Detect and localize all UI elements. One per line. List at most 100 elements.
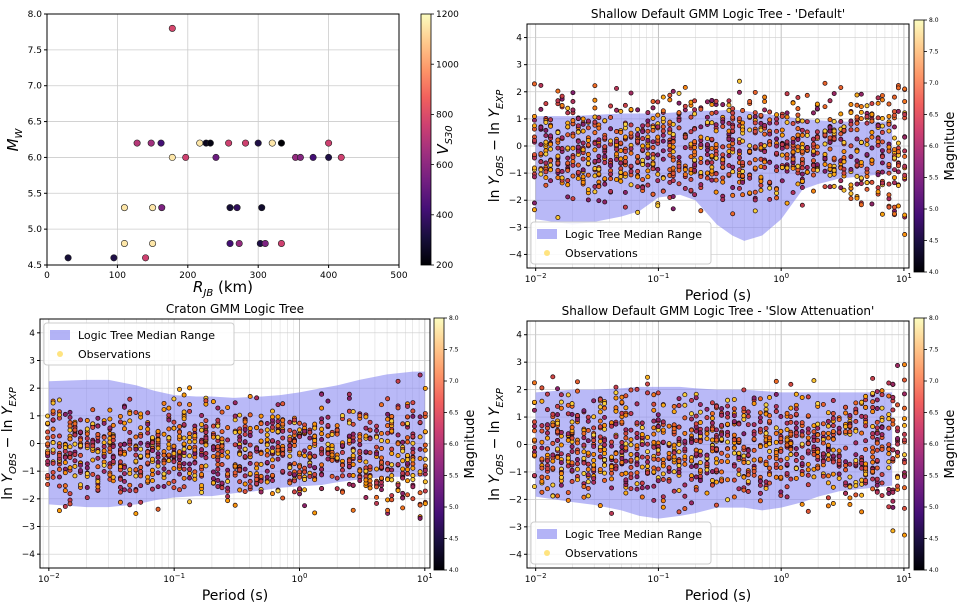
p3-observation-point <box>319 419 325 425</box>
p3-observation-point <box>247 460 253 466</box>
p4-observation-point <box>569 401 575 407</box>
p4-observation-point <box>676 488 682 493</box>
p2-observation-point <box>864 180 870 186</box>
p2-observation-points <box>531 78 908 237</box>
p2-observation-point <box>670 157 676 163</box>
p2-observation-point <box>555 175 561 181</box>
p3-observation-point <box>155 463 161 469</box>
p4-observation-point <box>709 420 715 426</box>
p4-observation-point <box>581 442 587 448</box>
p3-observation-point <box>203 463 209 469</box>
p2-observation-point <box>858 116 864 122</box>
p4-observation-point <box>628 437 634 443</box>
p4-observation-point <box>709 415 715 421</box>
p3-observation-point <box>78 452 83 458</box>
p2-observation-point <box>635 126 641 132</box>
p2-observation-point <box>592 166 598 171</box>
p4-observation-point <box>539 385 545 391</box>
p4-observation-point <box>731 437 737 443</box>
p4-observation-point <box>619 440 625 445</box>
p4-observation-point <box>725 459 731 465</box>
p3-observation-point <box>187 475 192 481</box>
p3-observation-point <box>127 411 133 416</box>
p3-observation-point <box>258 451 264 456</box>
p3-observation-point <box>67 414 73 420</box>
p4-observation-point <box>902 460 907 466</box>
p3-observation-point <box>270 457 275 463</box>
p3-observation-point <box>50 400 56 406</box>
p2-observation-point <box>698 182 704 188</box>
p2-observation-point <box>618 178 624 184</box>
p4-observation-point <box>623 427 629 433</box>
p3-observation-point <box>410 496 416 502</box>
p3-observation-point <box>374 500 379 506</box>
p3-observation-point <box>67 444 73 450</box>
p3-observation-point <box>62 454 68 460</box>
p4-observation-point <box>539 474 545 480</box>
p3-observation-point <box>297 474 303 480</box>
p3-observation-point <box>340 489 345 495</box>
p3-observation-point <box>107 464 113 470</box>
p4-observation-point <box>725 397 731 403</box>
p2-observation-point <box>799 132 805 138</box>
p3-observation-point <box>145 421 151 427</box>
p2-observation-point <box>854 127 860 133</box>
p2-observation-point <box>892 180 897 186</box>
p2-observation-point <box>841 159 847 165</box>
p3-observation-point <box>225 449 231 455</box>
p4-observation-point <box>555 454 560 460</box>
p4-observation-point <box>731 463 737 469</box>
p3-ytick-label: −2 <box>22 495 35 505</box>
p3-observation-point <box>302 487 308 493</box>
p4-observation-point <box>623 490 629 496</box>
p2-observation-point <box>543 101 549 107</box>
p3-observation-point <box>145 449 151 455</box>
p2-observation-point <box>838 111 844 117</box>
p4-observation-point <box>682 392 688 398</box>
p4-observation-point <box>825 430 831 436</box>
p4-observation-point <box>645 463 650 469</box>
p2-observation-point <box>628 107 634 112</box>
p3-observation-point <box>232 442 238 448</box>
p4-observation-point <box>609 443 615 449</box>
p2-observation-point <box>752 189 758 195</box>
p2-ytick-label: −4 <box>509 250 523 260</box>
p2-observation-point <box>608 171 614 177</box>
p4-observation-point <box>853 418 859 424</box>
p2-observation-point <box>879 211 885 217</box>
p4-observation-point <box>575 457 580 462</box>
p3-observation-point <box>219 448 225 454</box>
p3-observation-point <box>122 451 127 457</box>
p4-observation-point <box>805 413 811 419</box>
p2-observation-point <box>670 178 676 184</box>
panel-magnitude-distance: 0 100 200 300 400 500 4.55.05.56.06.57.07.58.… <box>4 10 459 299</box>
p4-observation-point <box>581 455 587 461</box>
p3-observation-point <box>242 446 248 452</box>
p2-observation-point <box>628 122 634 128</box>
p3-observation-point <box>138 446 144 452</box>
p3-observation-point <box>242 489 248 494</box>
p3-xtick-label: 10−2 <box>38 572 60 585</box>
p3-observation-point <box>181 484 187 490</box>
p4-observation-point <box>870 459 876 465</box>
p4-observation-point <box>879 388 885 394</box>
p4-colorbar-tick-label: 5.0 <box>929 504 939 511</box>
p4-observation-point <box>655 457 661 462</box>
p3-observation-point <box>350 462 356 467</box>
p3-observation-point <box>50 469 56 475</box>
p4-observation-point <box>751 401 757 406</box>
p3-observation-point <box>161 452 167 458</box>
p3-observation-point <box>363 449 369 455</box>
p4-observation-point <box>863 404 869 410</box>
p4-observation-point <box>719 432 725 438</box>
p4-observation-point <box>847 484 853 490</box>
p3-observation-point <box>405 421 410 426</box>
p3-observation-point <box>280 495 286 501</box>
p2-observation-point <box>869 179 875 185</box>
p3-observation-point <box>84 461 90 467</box>
p2-observation-point <box>676 90 682 96</box>
p4-observation-point <box>736 467 742 473</box>
p4-observation-point <box>634 462 640 468</box>
p2-observation-point <box>548 123 554 129</box>
p2-observation-point <box>774 112 780 118</box>
